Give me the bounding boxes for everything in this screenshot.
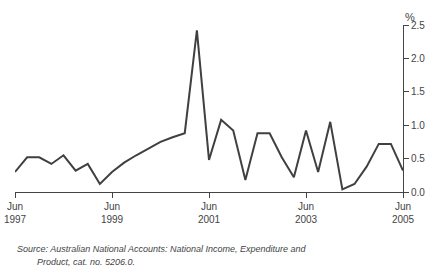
svg-text:0.0: 0.0 (411, 187, 425, 198)
svg-text:Jun1999: Jun1999 (101, 201, 124, 225)
svg-text:0.5: 0.5 (411, 153, 425, 164)
svg-text:Jun2003: Jun2003 (295, 201, 318, 225)
svg-text:1.0: 1.0 (411, 120, 425, 131)
svg-text:Product, cat. no. 5206.0.: Product, cat. no. 5206.0. (17, 257, 135, 267)
svg-text:1.5: 1.5 (411, 86, 425, 97)
svg-text:%: % (405, 11, 415, 23)
svg-text:Jun2005: Jun2005 (392, 201, 415, 225)
svg-text:Source: Australian National Ac: Source: Australian National Accounts: Na… (17, 244, 306, 254)
svg-text:Jun2001: Jun2001 (198, 201, 221, 225)
svg-text:2.5: 2.5 (411, 20, 425, 31)
svg-text:Jun1997: Jun1997 (4, 201, 27, 225)
svg-text:2.0: 2.0 (411, 53, 425, 64)
